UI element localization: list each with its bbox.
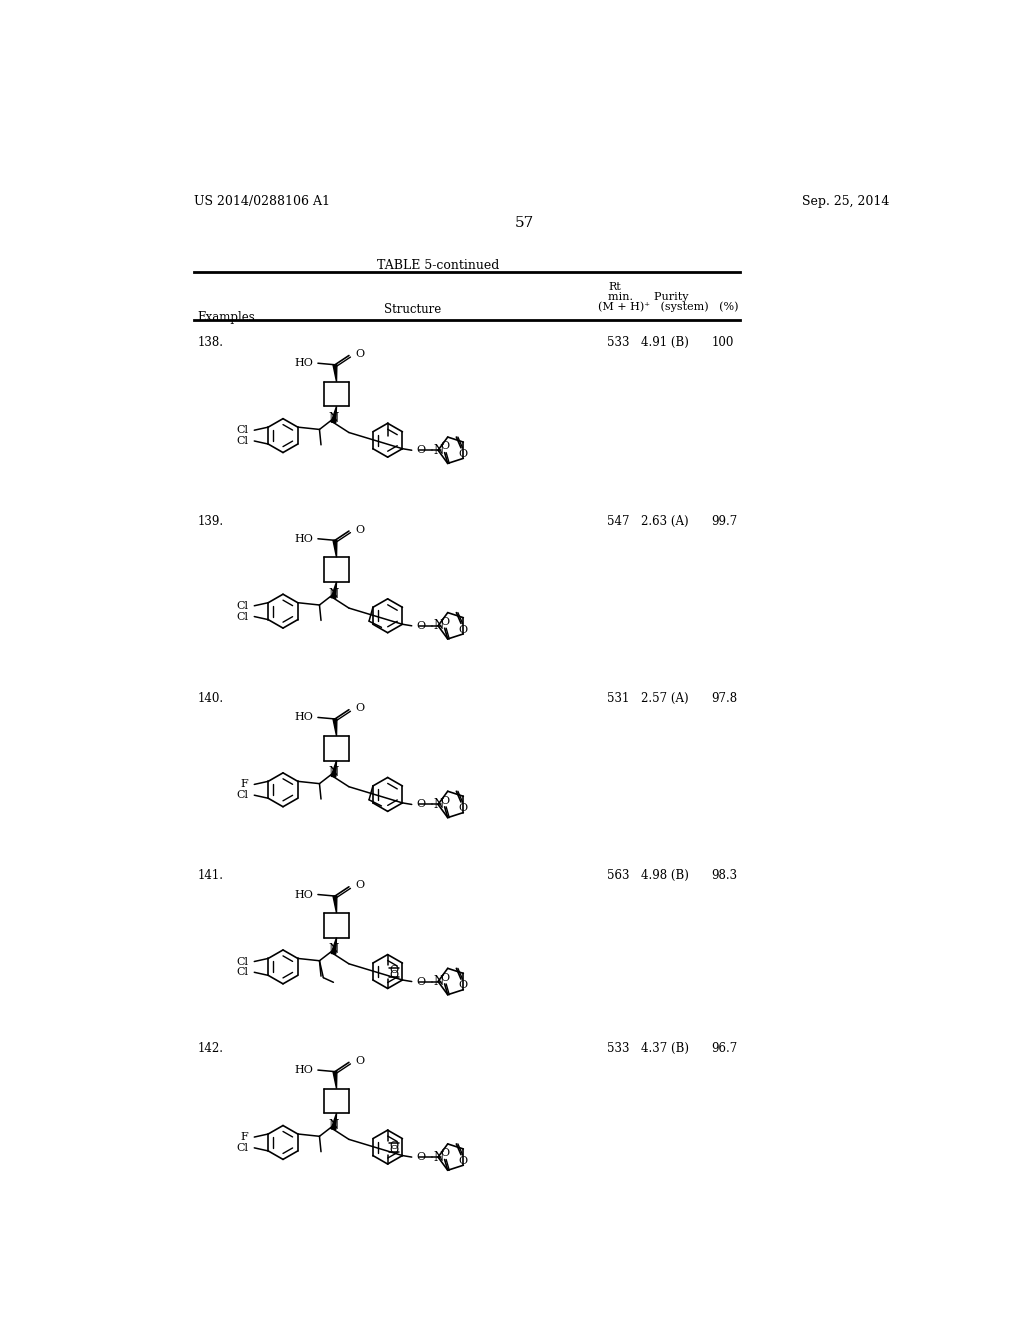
Text: F: F [241,779,248,789]
Text: Structure: Structure [384,304,441,317]
Text: 99.7: 99.7 [712,515,738,528]
Text: Cl: Cl [237,957,248,966]
Text: O: O [458,624,467,635]
Text: Cl: Cl [237,436,248,446]
Text: 4.91 (B): 4.91 (B) [641,335,689,348]
Text: N: N [433,444,443,457]
Polygon shape [333,364,337,381]
Polygon shape [331,1113,337,1130]
Text: 547: 547 [607,515,630,528]
Polygon shape [333,719,337,737]
Polygon shape [331,407,337,422]
Text: 139.: 139. [198,515,224,528]
Text: 97.8: 97.8 [712,692,737,705]
Text: TABLE 5-continued: TABLE 5-continued [377,259,499,272]
Text: 57: 57 [515,216,535,230]
Text: O: O [417,620,426,631]
Text: O: O [355,348,365,359]
Text: 531: 531 [607,692,630,705]
Text: O: O [440,973,450,983]
Text: Rt: Rt [608,281,622,292]
Text: O: O [417,977,426,986]
Text: Cl: Cl [237,611,248,622]
Text: Cl: Cl [237,425,248,436]
Polygon shape [331,582,337,598]
Text: O: O [440,616,450,627]
Polygon shape [331,760,337,777]
Text: O: O [355,524,365,535]
Text: O: O [458,449,467,459]
Text: 142.: 142. [198,1043,224,1056]
Text: 4.37 (B): 4.37 (B) [641,1043,689,1056]
Text: Sep. 25, 2014: Sep. 25, 2014 [802,195,890,209]
Text: N: N [329,1119,339,1133]
Text: 96.7: 96.7 [712,1043,738,1056]
Text: Cl: Cl [237,791,248,800]
Text: 563: 563 [607,869,630,882]
Text: 533: 533 [607,1043,630,1056]
Text: O: O [417,445,426,455]
Text: min.      Purity: min. Purity [608,292,689,301]
Text: 98.3: 98.3 [712,869,737,882]
Text: N: N [329,944,339,957]
Text: O: O [417,1152,426,1162]
Text: O: O [355,1056,365,1065]
Text: HO: HO [294,713,313,722]
Text: Cl: Cl [237,1143,248,1152]
Text: 4.98 (B): 4.98 (B) [641,869,689,882]
Text: N: N [433,975,443,989]
Text: 138.: 138. [198,335,224,348]
Text: O: O [389,1146,398,1155]
Text: N: N [329,412,339,425]
Polygon shape [333,540,337,557]
Text: 2.63 (A): 2.63 (A) [641,515,689,528]
Text: 141.: 141. [198,869,224,882]
Text: O: O [440,441,450,451]
Text: 533: 533 [607,335,630,348]
Text: O: O [389,965,398,975]
Text: 2.57 (A): 2.57 (A) [641,692,689,705]
Text: Cl: Cl [237,601,248,611]
Text: HO: HO [294,358,313,368]
Text: O: O [389,1140,398,1151]
Polygon shape [333,1072,337,1089]
Text: O: O [458,1156,467,1166]
Text: N: N [433,797,443,810]
Text: 140.: 140. [198,692,224,705]
Text: HO: HO [294,890,313,899]
Text: O: O [458,981,467,990]
Text: 100: 100 [712,335,734,348]
Text: (M + H)⁺   (system)   (%): (M + H)⁺ (system) (%) [598,302,739,313]
Text: N: N [433,1151,443,1164]
Text: US 2014/0288106 A1: US 2014/0288106 A1 [194,195,330,209]
Text: Cl: Cl [237,968,248,977]
Text: F: F [241,1133,248,1142]
Text: HO: HO [294,533,313,544]
Text: O: O [389,970,398,979]
Text: O: O [417,800,426,809]
Text: O: O [355,880,365,890]
Text: O: O [440,1148,450,1159]
Text: N: N [329,587,339,601]
Text: O: O [355,704,365,713]
Text: N: N [329,767,339,779]
Text: O: O [458,803,467,813]
Text: N: N [433,619,443,632]
Text: Examples: Examples [198,312,256,323]
Polygon shape [331,937,337,954]
Polygon shape [333,896,337,913]
Text: O: O [440,796,450,805]
Text: HO: HO [294,1065,313,1074]
